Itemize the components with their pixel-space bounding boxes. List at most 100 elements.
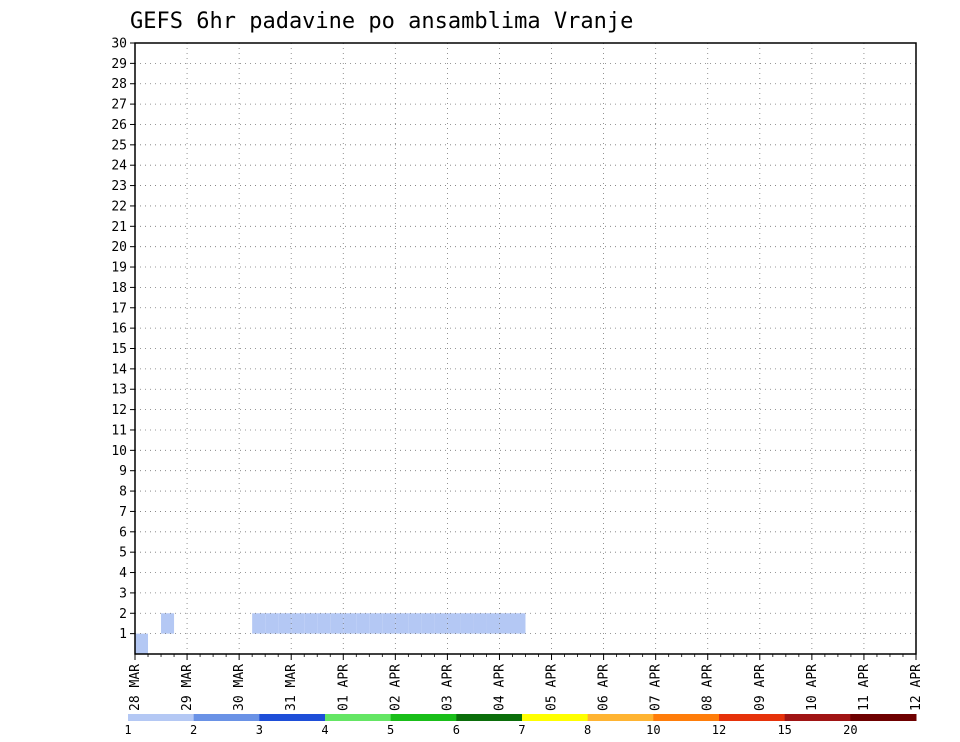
colorbar-level-label: 5 [387,723,394,737]
colorbar-swatch [653,714,720,721]
heatmap-cell [408,613,422,634]
x-tick-label: 08 APR [701,664,716,711]
y-tick-label: 1 [119,627,127,642]
colorbar-level-label: 6 [453,723,460,737]
colorbar-level-label: 20 [843,723,857,737]
y-tick-label: 29 [111,57,127,72]
colorbar-level-label: 4 [321,723,328,737]
heatmap-cell [434,613,448,634]
heatmap-cell [343,613,357,634]
colorbar-level-label: 2 [190,723,197,737]
heatmap-cell [278,613,292,634]
y-tick-label: 28 [111,77,127,92]
y-tick-label: 15 [111,342,127,357]
colorbar-swatch [587,714,654,721]
colorbar-swatch [390,714,457,721]
heatmap-cell [486,613,500,634]
y-tick-label: 7 [119,505,127,520]
colorbar-level-label: 8 [584,723,591,737]
heatmap-cell [499,613,513,634]
x-tick-label: 02 APR [388,664,403,711]
x-tick-label: 06 APR [597,664,612,711]
heatmap-cell [330,613,344,634]
heatmap-cell [421,613,435,634]
heatmap-cell [291,613,305,634]
colorbar-swatch [719,714,786,721]
y-tick-label: 21 [111,220,127,235]
heatmap-cell [473,613,487,634]
y-tick-label: 25 [111,138,127,153]
heatmap-cell [356,613,370,634]
y-tick-label: 24 [111,159,127,174]
y-tick-label: 4 [119,566,127,581]
x-tick-label: 04 APR [492,664,507,711]
colorbar-level-label: 12 [712,723,726,737]
heatmap-cell [395,613,409,634]
colorbar-level-label: 7 [518,723,525,737]
y-tick-label: 2 [119,607,127,622]
heatmap-cell [460,613,474,634]
y-tick-label: 12 [111,403,127,418]
y-tick-label: 27 [111,98,127,113]
colorbar: 1 2 3 4 5 6 7 8 10 12 15 20 [124,714,917,737]
x-tick-label: 10 APR [805,664,820,711]
x-tick-label: 03 APR [440,664,455,711]
colorbar-swatch [850,714,917,721]
colorbar-level-label: 15 [777,723,791,737]
x-tick-label: 05 APR [545,664,560,711]
y-tick-label: 9 [119,464,127,479]
heatmap-cell [304,613,318,634]
x-tick-label: 31 MAR [284,664,299,711]
colorbar-level-label: 1 [124,723,131,737]
x-tick-label: 12 APR [909,664,924,711]
heatmap-cell [382,613,396,634]
colorbar-level-label: 10 [646,723,660,737]
y-tick-label: 6 [119,525,127,540]
y-tick-label: 13 [111,383,127,398]
heatmap-cell [447,613,461,634]
x-tick-label: 01 APR [336,664,351,711]
y-tick-label: 20 [111,240,127,255]
colorbar-swatch [193,714,260,721]
x-tick-label: 28 MAR [128,664,143,711]
y-tick-label: 22 [111,199,127,214]
y-tick-label: 19 [111,261,127,276]
colorbar-swatch [259,714,326,721]
x-axis-ticks: 28 MAR 29 MAR 30 MAR 31 MAR 01 APR 02 APR 03 A… [128,654,924,711]
grid-lines [134,42,917,654]
x-tick-label: 30 MAR [232,664,247,711]
heatmap-cell [161,613,175,634]
colorbar-swatch [325,714,392,721]
y-tick-label: 30 [111,37,127,52]
colorbar-swatch [456,714,523,721]
heatmap-cells [135,613,526,654]
heatmap-cell [265,613,279,634]
colorbar-swatch [128,714,195,721]
heatmap-cell [512,613,526,634]
heatmap-cell [135,633,149,654]
colorbar-level-label: 3 [256,723,263,737]
y-tick-label: 26 [111,118,127,133]
y-tick-label: 11 [111,423,127,438]
y-tick-label: 14 [111,362,127,377]
chart-title: GEFS 6hr padavine po ansamblima Vranje [130,9,633,34]
colorbar-swatch [784,714,851,721]
x-tick-label: 07 APR [649,664,664,711]
x-tick-label: 29 MAR [180,664,195,711]
heatmap-cell [369,613,383,634]
x-tick-label: 11 APR [857,664,872,711]
heatmap-cell [317,613,331,634]
y-tick-label: 17 [111,301,127,316]
y-tick-label: 16 [111,322,127,337]
colorbar-swatch [522,714,589,721]
y-tick-label: 5 [119,546,127,561]
x-tick-label: 09 APR [753,664,768,711]
heatmap-cell [252,613,266,634]
y-tick-label: 8 [119,485,127,500]
y-axis-ticks: 1234567891011121314151617181920212223242… [111,37,135,642]
y-tick-label: 3 [119,586,127,601]
y-tick-label: 10 [111,444,127,459]
y-tick-label: 23 [111,179,127,194]
y-tick-label: 18 [111,281,127,296]
